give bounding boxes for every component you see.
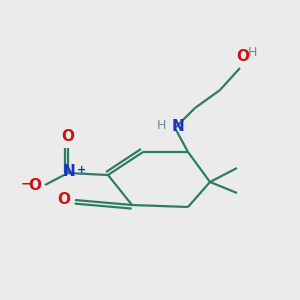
Text: O: O (236, 49, 249, 64)
Text: N: N (172, 119, 184, 134)
Text: O: O (57, 193, 70, 208)
Text: N: N (63, 164, 76, 179)
Text: O: O (61, 129, 74, 144)
Text: +: + (77, 165, 86, 175)
Text: H: H (157, 118, 166, 131)
Text: −: − (21, 177, 31, 190)
Text: O: O (28, 178, 41, 193)
Text: H: H (248, 46, 257, 59)
